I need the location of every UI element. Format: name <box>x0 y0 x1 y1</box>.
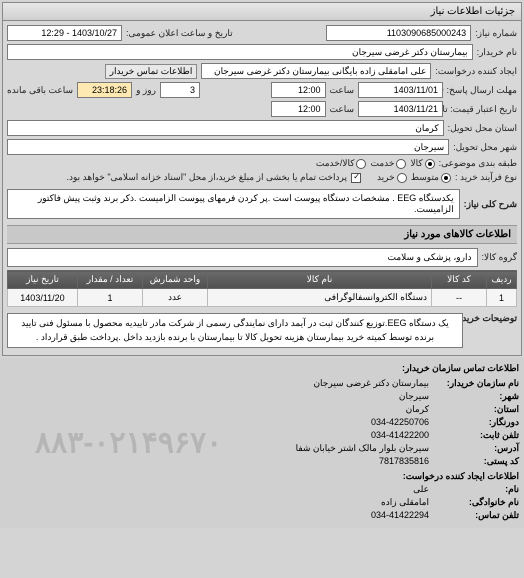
radio-label-khedmat: خدمت <box>370 158 394 169</box>
addr-label: آدرس: <box>429 443 519 454</box>
time-label-2: ساعت <box>330 104 355 115</box>
org-value: بیمارستان دکتر غرضی سیرجان <box>313 378 429 389</box>
buyer-label: نام خریدار: <box>477 47 517 58</box>
table-row[interactable]: 1 -- دستگاه الکتروانسفالوگرافی عدد 1 140… <box>8 289 517 307</box>
req-creator-title: اطلاعات ایجاد کننده درخواست: <box>403 471 519 482</box>
lname-value: امامقلی زاده <box>381 497 429 508</box>
details-panel: جزئیات اطلاعات نیاز شماره نیاز: 11030906… <box>2 2 522 356</box>
req-no-value: 1103090685000243 <box>326 25 471 41</box>
c-prov-label: استان: <box>429 404 519 415</box>
tel-value: 034-41422200 <box>371 430 429 441</box>
fax-label: دورنگار: <box>429 417 519 428</box>
province-value: کرمان <box>7 120 444 136</box>
radio-icon <box>396 159 406 169</box>
lname-label: نام خانوادگی: <box>429 497 519 508</box>
type-kala-radio[interactable]: کالا <box>410 158 434 169</box>
validity-time: 12:00 <box>271 101 326 117</box>
deadline-time: 12:00 <box>271 82 326 98</box>
process-buy-radio[interactable]: خرید <box>377 172 407 183</box>
type-both-radio[interactable]: کالا/خدمت <box>316 158 367 169</box>
type-khedmat-radio[interactable]: خدمت <box>370 158 406 169</box>
time-remaining: 23:18:26 <box>77 82 132 98</box>
days-remaining: 3 <box>160 82 200 98</box>
radio-icon <box>397 173 407 183</box>
cell-code: -- <box>432 289 487 307</box>
cell-qty: 1 <box>78 289 143 307</box>
panel-title: جزئیات اطلاعات نیاز <box>3 3 521 21</box>
budget-label: طبقه بندی موضوعی: <box>439 158 517 169</box>
phone-label: تلفن تماس: <box>429 510 519 521</box>
c-city-value: سیرجان <box>399 391 429 402</box>
form-body: شماره نیاز: 1103090685000243 تاریخ و ساع… <box>3 21 521 355</box>
city-value: سیرجان <box>7 139 449 155</box>
goods-section-title: اطلاعات کالاهای مورد نیاز <box>7 225 517 244</box>
c-prov-value: کرمان <box>406 404 429 415</box>
treasury-note: پرداخت تمام یا بخشی از مبلغ خرید،از محل … <box>67 172 347 183</box>
group-value: دارو، پزشکی و سلامت <box>7 248 478 267</box>
c-city-label: شهر: <box>429 391 519 402</box>
desc-text: یکدستگاه EEG . مشخصات دستگاه پیوست است .… <box>7 189 460 219</box>
req-no-label: شماره نیاز: <box>475 28 517 39</box>
table-header-row: ردیف کد کالا نام کالا واحد شمارش تعداد /… <box>8 271 517 289</box>
col-date: تاریخ نیاز <box>8 271 78 289</box>
city-label: شهر محل تحویل: <box>453 142 517 153</box>
name-value: علی <box>413 484 429 495</box>
validity-label: تاریخ اعتبار قیمت: تا تاریخ: <box>447 104 517 115</box>
public-date-label: تاریخ و ساعت اعلان عمومی: <box>126 28 233 39</box>
radio-label-kala: کالا <box>410 158 422 169</box>
deadline-date: 1403/11/01 <box>358 82 443 98</box>
creator-label: ایجاد کننده درخواست: <box>435 66 517 77</box>
time-label-1: ساعت <box>330 85 355 96</box>
group-label: گروه کالا: <box>482 252 517 263</box>
radio-icon <box>441 173 451 183</box>
tel-label: تلفن ثابت: <box>429 430 519 441</box>
remain-label: ساعت باقی مانده <box>7 85 73 96</box>
post-value: 7817835816 <box>379 456 429 467</box>
creator-value: علی امامقلی زاده بایگانی بیمارستان دکتر … <box>201 63 431 79</box>
cell-date: 1403/11/20 <box>8 289 78 307</box>
cell-row: 1 <box>487 289 517 307</box>
col-name: نام کالا <box>208 271 432 289</box>
watermark-text: ٠٢١-٨٨٣۴٩۶٧٠ <box>35 426 222 461</box>
process-label: نوع فرآیند خرید : <box>455 172 517 183</box>
col-qty: تعداد / مقدار <box>78 271 143 289</box>
name-label: نام: <box>429 484 519 495</box>
addr-value: سیرجان بلوار مالک اشتر خیابان شفا <box>296 443 429 454</box>
col-row: ردیف <box>487 271 517 289</box>
buyer-value: بیمارستان دکتر غرضی سیرجان <box>7 44 473 60</box>
province-label: استان محل تحویل: <box>448 123 517 134</box>
contact-block: ٠٢١-٨٨٣۴٩۶٧٠ اطلاعات تماس سازمان خریدار:… <box>0 358 524 528</box>
radio-icon <box>356 159 366 169</box>
radio-icon <box>425 159 435 169</box>
col-code: کد کالا <box>432 271 487 289</box>
process-medium-radio[interactable]: متوسط <box>411 172 451 183</box>
contact-title: اطلاعات تماس سازمان خریدار: <box>402 363 519 374</box>
desc-label: شرح کلی نیاز: <box>464 199 517 210</box>
org-label: نام سازمان خریدار: <box>429 378 519 389</box>
cell-name: دستگاه الکتروانسفالوگرافی <box>208 289 432 307</box>
radio-label-medium: متوسط <box>411 172 439 183</box>
buyer-note-label: توضیحات خریدار: <box>467 313 517 324</box>
buyer-contact-button[interactable]: اطلاعات تماس خریدار <box>105 64 198 79</box>
treasury-checkbox[interactable] <box>351 173 361 183</box>
cell-unit: عدد <box>143 289 208 307</box>
validity-date: 1403/11/21 <box>358 101 443 117</box>
post-label: کد پستی: <box>429 456 519 467</box>
public-date-value: 1403/10/27 - 12:29 <box>7 25 122 41</box>
buyer-note-text: یک دستگاه EEG.توزیع کنندگان ثبت در آیمد … <box>7 313 463 348</box>
days-label: روز و <box>136 85 156 96</box>
goods-table: ردیف کد کالا نام کالا واحد شمارش تعداد /… <box>7 270 517 307</box>
phone-value: 034-41422294 <box>371 510 429 521</box>
col-unit: واحد شمارش <box>143 271 208 289</box>
deadline-label: مهلت ارسال پاسخ: تا تاریخ: <box>447 85 517 96</box>
radio-label-both: کالا/خدمت <box>316 158 355 169</box>
fax-value: 034-42250706 <box>371 417 429 428</box>
radio-label-buy: خرید <box>377 172 395 183</box>
